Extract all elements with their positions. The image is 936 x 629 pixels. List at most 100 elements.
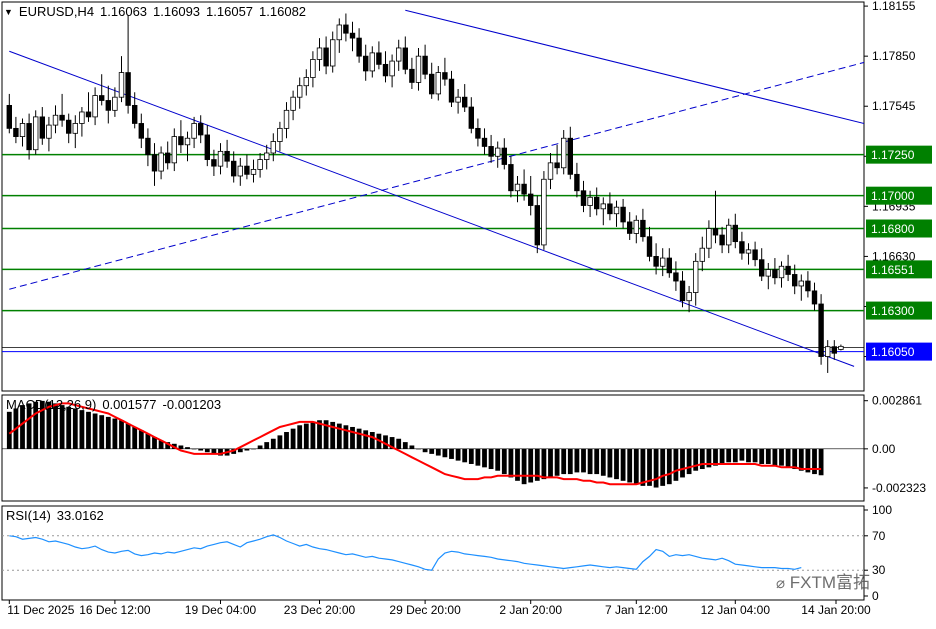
candle-body — [118, 72, 125, 98]
candle-body — [72, 123, 78, 134]
candle-body — [653, 256, 659, 267]
watermark: ⌀ FXTM富拓 — [776, 568, 870, 593]
candle-body — [594, 196, 600, 210]
candle-body — [164, 152, 171, 164]
macd-histogram-bar — [251, 448, 256, 450]
macd-histogram-bar — [165, 442, 171, 449]
x-axis-tick-label: 14 Jan 20:00 — [801, 603, 871, 617]
candle-body — [184, 137, 191, 146]
x-axis-tick-label: 19 Dec 04:00 — [185, 603, 257, 617]
candle-body — [528, 193, 534, 206]
x-axis-tick-label: 23 Dec 20:00 — [284, 603, 356, 617]
level-price-badge — [866, 186, 932, 205]
candle-body — [131, 105, 138, 124]
candle-body — [204, 134, 210, 160]
macd-histogram-bar — [633, 448, 639, 485]
macd-histogram-bar — [442, 448, 448, 458]
candle-body — [369, 52, 375, 72]
candle-body — [270, 141, 276, 154]
macd-histogram-bar — [435, 448, 441, 456]
candle-body — [59, 114, 65, 121]
level-price-label: 1.16800 — [871, 222, 915, 236]
candle-body — [706, 228, 712, 249]
macd-histogram-bar — [719, 448, 725, 464]
macd-histogram-bar — [561, 448, 567, 475]
candle-body — [745, 249, 752, 254]
candle-body — [501, 147, 507, 165]
macd-label: MACD(12,26,9) — [6, 397, 97, 412]
macd-histogram-bar — [363, 430, 369, 449]
candle-body — [627, 221, 633, 234]
candle-body — [138, 123, 144, 139]
candle-body — [620, 206, 626, 223]
x-axis-tick-label: 7 Jan 12:00 — [605, 603, 668, 617]
symbol-label: EURUSD,H4 — [18, 4, 95, 19]
macd-histogram-bar — [198, 448, 204, 451]
macd-histogram-bar — [779, 448, 784, 466]
candle-body — [349, 32, 356, 39]
candle-body — [376, 52, 382, 65]
candle-body — [468, 106, 474, 129]
candle-body — [554, 162, 560, 169]
candle-body — [171, 136, 177, 164]
candle-body — [39, 116, 45, 139]
close-value: 1.16082 — [259, 4, 307, 19]
candle-body — [250, 169, 257, 175]
macd-histogram-bar — [554, 448, 560, 476]
candle-body — [257, 159, 263, 170]
candle-body — [85, 111, 92, 118]
macd-histogram-bar — [752, 448, 758, 463]
candle-body — [356, 37, 362, 57]
candle-body — [99, 95, 105, 101]
macd-histogram-bar — [653, 448, 659, 488]
candle-body — [389, 60, 395, 77]
macd-histogram-bar — [336, 423, 342, 449]
candle-body — [435, 72, 441, 95]
macd-main-value: 0.001577 — [102, 397, 157, 412]
macd-histogram-bar — [383, 435, 388, 449]
candle-body — [409, 68, 415, 83]
candle-body — [673, 272, 679, 282]
level-price-label: 1.17000 — [871, 189, 915, 203]
macd-histogram-bar — [191, 448, 197, 450]
rsi-y-tick-label: 100 — [872, 503, 892, 517]
macd-histogram-bar — [449, 448, 454, 459]
price-y-tick-label: 1.16630 — [872, 249, 916, 263]
candle-body — [732, 224, 738, 243]
candle-body — [46, 124, 52, 139]
candle-body — [33, 116, 39, 151]
macd-histogram-bar — [33, 401, 39, 449]
macd-histogram-bar — [673, 448, 679, 481]
candle-body — [343, 24, 349, 34]
macd-histogram-bar — [614, 448, 619, 480]
candles — [6, 13, 844, 373]
macd-histogram-bar — [72, 408, 78, 449]
candle-body — [580, 190, 587, 206]
candle-body — [151, 154, 158, 172]
macd-histogram-bar — [726, 448, 732, 463]
macd-histogram-bar — [59, 405, 65, 449]
candle-body — [679, 280, 686, 302]
candle-body — [310, 59, 316, 78]
candle-body — [838, 345, 844, 350]
level-price-label: 1.17250 — [871, 148, 915, 162]
candle-body — [521, 183, 527, 195]
candle-body — [191, 123, 197, 139]
candle-body — [660, 257, 666, 267]
current-price-badge — [866, 342, 932, 361]
macd-histogram-bar — [20, 405, 25, 449]
macd-histogram-bar — [343, 425, 349, 449]
price-legend: ▼ EURUSD,H4 1.16063 1.16093 1.16057 1.16… — [4, 4, 306, 19]
candle-body — [726, 224, 732, 246]
low-value: 1.16057 — [206, 4, 254, 19]
macd-histogram-bar — [627, 448, 633, 483]
macd-histogram-bar — [145, 433, 151, 449]
macd-histogram-bar — [488, 448, 494, 470]
candle-body — [290, 96, 296, 111]
macd-histogram-bar — [812, 448, 817, 475]
macd-histogram-bar — [284, 432, 289, 449]
macd-histogram-bar — [455, 448, 461, 461]
symbol-dropdown-icon[interactable]: ▼ — [4, 6, 13, 17]
